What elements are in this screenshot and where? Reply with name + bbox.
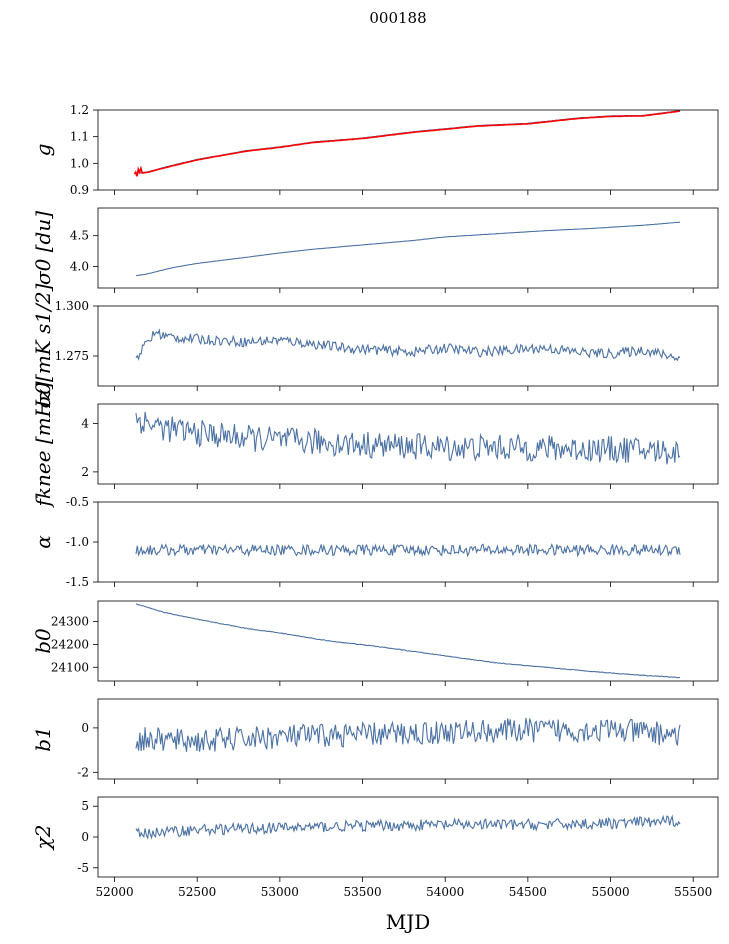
- x-tick-label: 55000: [591, 885, 629, 899]
- x-axis-label: MJD: [386, 910, 431, 934]
- y-axis-label: χ2: [31, 825, 55, 852]
- y-axis-label: σ0 [du]: [31, 211, 55, 285]
- y-tick-label: 1.300: [55, 299, 89, 313]
- x-tick-label: 54500: [509, 885, 547, 899]
- y-axis-label: b0: [31, 628, 55, 654]
- y-tick-label: 1.1: [70, 130, 89, 144]
- panel-4: 2 4 fknee [mHz]: [31, 381, 719, 508]
- y-tick-label: 4.0: [70, 259, 89, 273]
- y-tick-label: 1.275: [55, 349, 89, 363]
- x-tick-label: 55500: [674, 885, 712, 899]
- panel-8: 52000 52500 53000 53500 54000 54500 55000 55500…: [31, 796, 719, 899]
- axes-frame: [97, 796, 719, 878]
- y-tick-label: -0.5: [66, 495, 89, 509]
- y-tick-label: 24100: [51, 660, 89, 674]
- axes-frame: [97, 600, 719, 682]
- y-tick-label: 2: [81, 465, 89, 479]
- y-tick-label: 0: [81, 830, 89, 844]
- y-axis-label: fknee [mHz]: [31, 381, 55, 508]
- series-line-1: [135, 717, 681, 752]
- y-tick-label: 5: [81, 799, 89, 813]
- y-tick-label: 24200: [51, 637, 89, 651]
- series-line-1: [135, 328, 681, 362]
- y-tick-label: 24300: [51, 615, 89, 629]
- y-tick-label: 0.9: [70, 183, 89, 197]
- y-axis-label: b1: [31, 726, 55, 752]
- y-tick-label: 1.2: [70, 103, 89, 117]
- axes-frame: [97, 305, 719, 387]
- y-tick-label: 1.0: [70, 156, 89, 170]
- series-line-1: [135, 814, 681, 840]
- axes-frame: [97, 403, 719, 485]
- series-line-2: [133, 110, 680, 177]
- x-tick-label: 53500: [343, 885, 381, 899]
- series-line-1: [135, 543, 681, 558]
- panel-1: 0.9 1.0 1.1 1.2 g: [31, 103, 719, 197]
- axes-frame: [97, 501, 719, 583]
- y-tick-label: -2: [77, 765, 89, 779]
- x-tick-label: 53000: [261, 885, 299, 899]
- x-tick-label: 54000: [426, 885, 464, 899]
- y-tick-label: -5: [77, 861, 89, 875]
- x-tick-label: 52000: [95, 885, 133, 899]
- y-tick-label: 0: [81, 721, 89, 735]
- x-tick-label: 52500: [178, 885, 216, 899]
- panels-group: 0.9 1.0 1.1 1.2 g 4.0 4.5 σ0 [du] 1.275 1.300σ0[m…: [31, 103, 719, 899]
- y-tick-label: -1.5: [66, 575, 89, 589]
- figure-title: 000188: [369, 9, 426, 27]
- y-tick-label: 4.5: [70, 229, 89, 243]
- y-tick-label: -1.0: [66, 535, 89, 549]
- axes-frame: [97, 698, 719, 780]
- axes-frame: [97, 207, 719, 289]
- series-line-1: [135, 603, 681, 679]
- y-axis-label: σ0[mK s1/2]: [31, 283, 55, 408]
- series-line-1: [134, 109, 681, 175]
- panel-7: -2 0 b1: [31, 698, 719, 784]
- series-line-1: [135, 411, 681, 465]
- panel-2: 4.0 4.5 σ0 [du]: [31, 207, 719, 293]
- axes-frame: [97, 109, 719, 191]
- panel-5: -1.5 -1.0 -0.5 α: [31, 495, 719, 589]
- series-line-1: [135, 221, 681, 277]
- y-axis-label: g: [31, 144, 55, 157]
- y-tick-label: 4: [81, 416, 89, 430]
- y-axis-label: α: [31, 535, 55, 549]
